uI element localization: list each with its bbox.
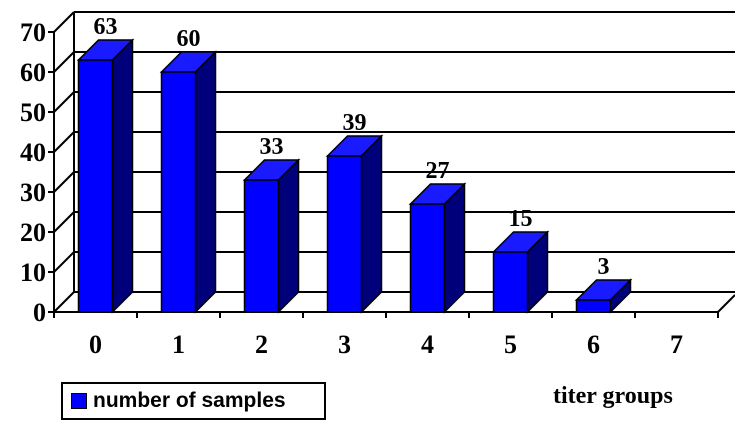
y-tick-label: 50 (20, 98, 46, 127)
y-axis-ticks: 0 10 20 30 40 50 60 70 (20, 18, 46, 327)
x-tick-label: 4 (421, 330, 434, 359)
bar-front (409, 203, 446, 313)
bar-side (277, 158, 300, 314)
gridline-side (53, 11, 75, 33)
y-tick-label: 30 (20, 178, 46, 207)
gridline-side (53, 91, 75, 113)
y-tick-label: 70 (20, 18, 46, 47)
bar-side (443, 182, 466, 314)
y-tick-label: 20 (20, 218, 46, 247)
bar-front (492, 251, 529, 313)
bar-0 (76, 38, 135, 314)
data-label: 60 (177, 26, 201, 52)
bar-front (243, 179, 280, 313)
gridline-side (53, 251, 75, 273)
x-axis-ticks: 0 1 2 3 4 5 6 7 (89, 330, 683, 359)
floor-right-edge (717, 294, 735, 313)
bar-front (575, 299, 612, 313)
bars (76, 38, 633, 314)
x-tick-label: 2 (255, 330, 268, 359)
bar-side (111, 38, 134, 314)
gridline-side (53, 131, 75, 153)
gridline-side (53, 291, 75, 313)
bar-side (194, 50, 217, 314)
x-tick-label: 7 (670, 330, 683, 359)
x-tick-label: 1 (172, 330, 185, 359)
bar-side (360, 134, 383, 314)
bar-front (326, 155, 363, 313)
y-tick-label: 60 (20, 58, 46, 87)
bar-4 (408, 182, 467, 314)
bar-5 (491, 230, 550, 314)
data-label: 27 (426, 158, 450, 184)
data-label: 3 (598, 254, 610, 280)
x-tick-label: 6 (587, 330, 600, 359)
bar-2 (242, 158, 301, 314)
legend-swatch (71, 393, 87, 409)
bar-3 (325, 134, 384, 314)
x-axis-title: titer groups (553, 383, 673, 409)
data-label: 39 (343, 110, 367, 136)
x-tick-label: 3 (338, 330, 351, 359)
bar-1 (159, 50, 218, 314)
chart-grid (48, 11, 735, 318)
y-tick-label: 40 (20, 138, 46, 167)
bar-6 (574, 278, 633, 314)
legend-label: number of samples (93, 389, 286, 412)
y-tick-label: 10 (20, 258, 46, 287)
data-labels: 63 60 33 39 27 15 3 (94, 14, 610, 280)
data-label: 63 (94, 14, 118, 40)
data-label: 15 (509, 206, 533, 232)
bar-front (77, 59, 114, 313)
legend: number of samples (61, 382, 326, 420)
data-label: 33 (260, 134, 284, 160)
gridline-side (53, 171, 75, 193)
x-tick-label: 0 (89, 330, 102, 359)
bar-front (160, 71, 197, 313)
y-tick-label: 0 (33, 298, 46, 327)
gridline-side (53, 211, 75, 233)
x-tick-label: 5 (504, 330, 517, 359)
gridline-side (53, 51, 75, 73)
